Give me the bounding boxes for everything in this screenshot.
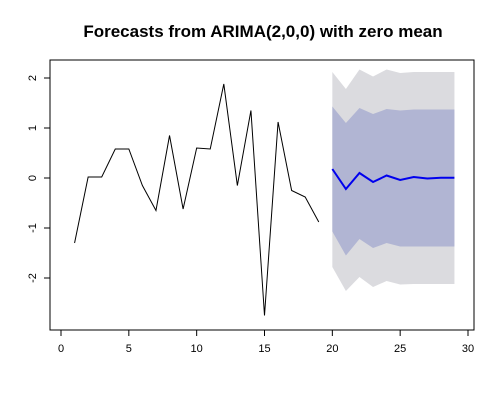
forecast-series-line	[331, 168, 455, 191]
x-axis: 0 5 10 15 20 25 30	[58, 329, 474, 355]
y-tick-label: 2	[27, 75, 39, 81]
prediction-intervals	[332, 69, 455, 291]
x-tick-label: 15	[258, 343, 270, 355]
y-axis: -2 -1 0 1 2	[27, 75, 51, 283]
chart-title: Forecasts from ARIMA(2,0,0) with zero me…	[83, 22, 442, 41]
x-tick-label: 25	[394, 343, 406, 355]
x-tick-label: 10	[191, 343, 203, 355]
y-tick-label: 0	[27, 175, 39, 181]
prediction-band-80	[332, 106, 455, 256]
y-tick-label: -2	[27, 273, 39, 283]
x-tick-label: 5	[126, 343, 132, 355]
x-tick-label: 0	[58, 343, 64, 355]
series-lines	[74, 83, 455, 316]
y-tick-label: 1	[27, 125, 39, 131]
x-tick-label: 30	[462, 343, 474, 355]
observed-series-line	[74, 83, 320, 316]
x-tick-label: 20	[326, 343, 338, 355]
y-tick-label: -1	[27, 223, 39, 233]
